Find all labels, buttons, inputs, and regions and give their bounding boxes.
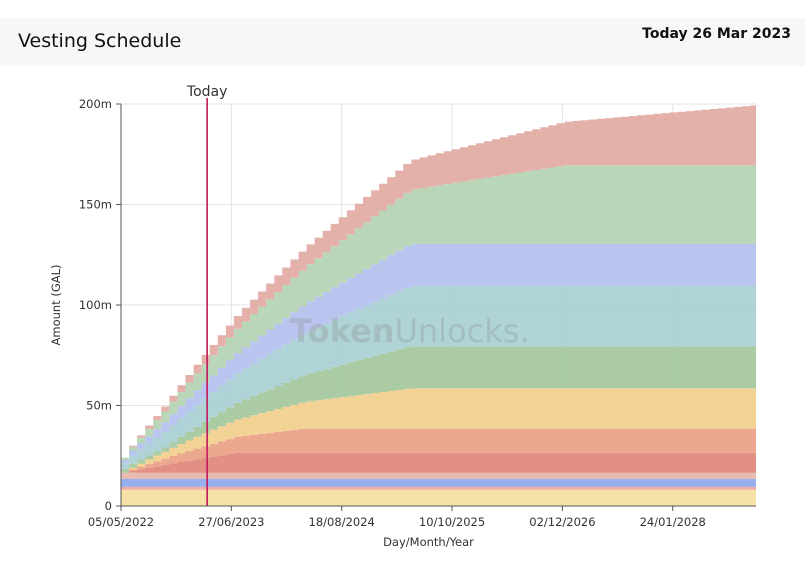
x-tick-label: 24/01/2028 [640,515,706,529]
area-series-4 [121,472,759,479]
vesting-chart[interactable]: TokenUnlocks. Today 0 50m 100m 150m 200m 05/0… [14,66,790,571]
x-tick-label: 05/05/2022 [88,515,154,529]
area-series-7 [121,388,759,473]
axes: 0 50m 100m 150m 200m 05/05/2022 27/06/2023 18/0… [49,97,756,549]
area-series-3 [121,478,759,487]
area-series-12 [121,105,759,458]
area-series-6 [121,428,759,473]
area-series-1 [121,489,759,506]
today-label: Today [186,84,228,100]
area-series-5 [121,452,759,473]
area-series-2 [121,486,759,490]
x-tick-label: 18/08/2024 [309,515,375,529]
x-tick-label: 27/06/2023 [198,515,264,529]
header-band [0,18,805,66]
y-tick-label: 0 [105,499,112,513]
y-tick-label: 200m [79,97,112,111]
area-series-11 [121,165,759,460]
chart-card: TokenUnlocks. Today 0 50m 100m 150m 200m 05/0… [14,66,790,571]
page-title: Vesting Schedule [18,30,182,52]
y-tick-label: 50m [86,399,112,413]
y-tick-label: 100m [79,298,112,312]
y-axis-label: Amount (GAL) [49,264,63,345]
area-series-9 [121,285,759,469]
watermark-bold: Token [290,312,394,350]
today-marker: Today [186,84,228,506]
x-tick-label: 10/10/2025 [419,515,485,529]
y-tick-label: 150m [79,198,112,212]
x-tick-label: 02/12/2026 [529,515,595,529]
area-series-8 [121,346,759,473]
today-date: Today 26 Mar 2023 [642,26,791,42]
x-axis-label: Day/Month/Year [383,535,474,549]
watermark-light: Unlocks. [394,312,529,350]
stacked-areas [121,105,759,506]
watermark: TokenUnlocks. [290,312,530,350]
area-series-10 [121,243,759,463]
